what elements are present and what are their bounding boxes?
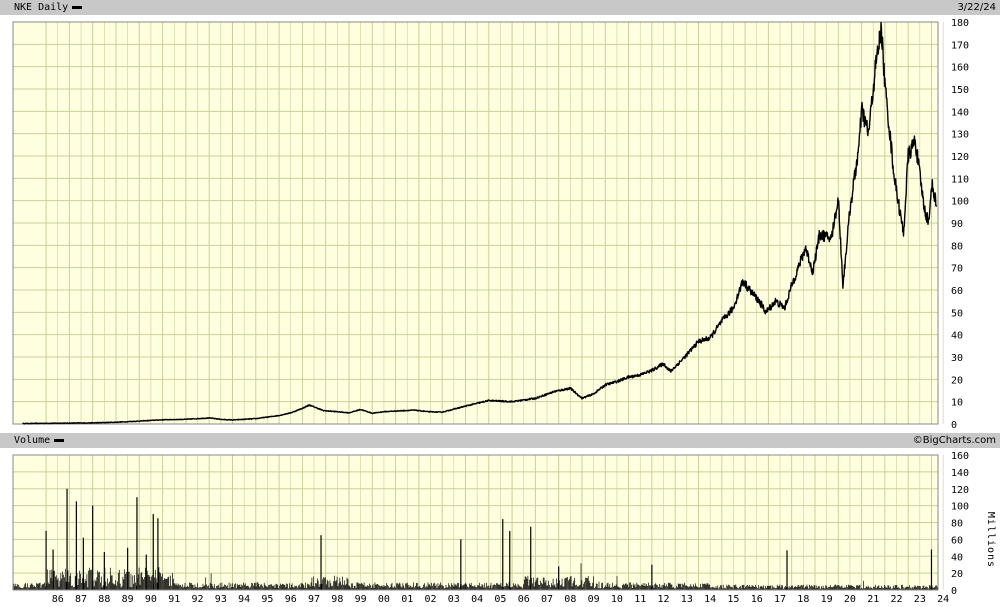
price-y-tick-label: 60 (951, 286, 963, 297)
x-tick-label: 06 (518, 594, 530, 605)
x-tick-label: 11 (634, 594, 646, 605)
volume-y-tick-label: 20 (951, 569, 963, 580)
volume-title: Volume (14, 433, 65, 448)
x-tick-label: 10 (611, 594, 623, 605)
volume-y-axis-label: Millions (985, 512, 996, 568)
price-y-tick-label: 70 (951, 264, 963, 275)
x-tick-label: 98 (331, 594, 343, 605)
volume-y-tick-label: 60 (951, 535, 963, 546)
x-tick-label: 13 (681, 594, 693, 605)
volume-y-tick-label: 140 (951, 468, 969, 479)
price-header-bar: NKE Daily 3/22/24 (0, 0, 1000, 15)
price-y-tick-label: 80 (951, 241, 963, 252)
x-tick-label: 96 (285, 594, 297, 605)
price-title-text: NKE Daily (14, 2, 69, 13)
x-tick-label: 88 (98, 594, 110, 605)
x-tick-label: 01 (401, 594, 413, 605)
x-tick-label: 93 (215, 594, 227, 605)
x-tick-label: 94 (238, 594, 250, 605)
volume-header-bar: Volume ©BigCharts.com (0, 433, 1000, 448)
x-tick-label: 90 (145, 594, 157, 605)
x-tick-label: 24 (937, 594, 949, 605)
x-tick-label: 08 (564, 594, 576, 605)
x-tick-label: 17 (774, 594, 786, 605)
x-tick-label: 21 (867, 594, 879, 605)
x-tick-label: 00 (378, 594, 390, 605)
x-tick-label: 95 (261, 594, 273, 605)
x-tick-label: 18 (797, 594, 809, 605)
price-y-tick-label: 170 (951, 40, 969, 51)
price-y-tick-label: 120 (951, 152, 969, 163)
price-line (22, 21, 938, 425)
price-y-tick-label: 130 (951, 130, 969, 141)
x-tick-label: 20 (844, 594, 856, 605)
bigcharts-credit: ©BigCharts.com (912, 435, 996, 446)
x-tick-label: 89 (122, 594, 134, 605)
price-legend-swatch (72, 5, 83, 9)
x-tick-label: 02 (425, 594, 437, 605)
x-tick-label: 14 (704, 594, 716, 605)
price-plot-border (12, 21, 939, 425)
x-tick-label: 87 (75, 594, 87, 605)
x-tick-label: 03 (448, 594, 460, 605)
price-y-tick-label: 100 (951, 197, 969, 208)
price-y-tick-label: 0 (951, 420, 957, 431)
x-tick-label: 91 (168, 594, 180, 605)
x-tick-label: 22 (891, 594, 903, 605)
x-tick-label: 99 (355, 594, 367, 605)
x-tick-label: 86 (52, 594, 64, 605)
x-tick-label: 16 (751, 594, 763, 605)
price-title: NKE Daily (14, 0, 83, 15)
volume-y-tick-label: 80 (951, 519, 963, 530)
x-tick-label: 97 (308, 594, 320, 605)
volume-title-text: Volume (14, 435, 51, 446)
x-tick-label: 19 (821, 594, 833, 605)
volume-y-tick-label: 120 (951, 485, 969, 496)
chart-date: 3/22/24 (957, 2, 996, 13)
x-tick-label: 12 (658, 594, 670, 605)
x-tick-label: 15 (727, 594, 739, 605)
volume-plot-border (12, 454, 939, 591)
x-tick-label: 92 (192, 594, 204, 605)
volume-y-tick-label: 40 (951, 552, 963, 563)
price-y-tick-label: 90 (951, 219, 963, 230)
price-y-tick-label: 20 (951, 375, 963, 386)
price-panel: 0 10 20 30 40 50 60 70 80 90 100 110 120 130 140 150 160… (12, 18, 969, 431)
x-tick-label: 23 (914, 594, 926, 605)
x-tick-label: 09 (588, 594, 600, 605)
price-y-tick-label: 110 (951, 174, 969, 185)
volume-y-tick-label: 160 (951, 451, 969, 462)
price-y-tick-label: 10 (951, 398, 963, 409)
volume-legend-swatch (54, 438, 65, 442)
volume-bars (13, 563, 938, 590)
price-y-tick-label: 40 (951, 331, 963, 342)
volume-y-tick-label: 0 (951, 586, 957, 597)
price-y-tick-label: 150 (951, 85, 969, 96)
price-y-tick-label: 30 (951, 353, 963, 364)
price-y-tick-label: 180 (951, 18, 969, 29)
x-tick-label: 07 (541, 594, 553, 605)
volume-y-tick-label: 100 (951, 502, 969, 513)
price-y-tick-label: 160 (951, 63, 969, 74)
x-tick-label: 04 (471, 594, 483, 605)
price-y-tick-label: 140 (951, 107, 969, 118)
price-y-tick-label: 50 (951, 308, 963, 319)
x-tick-label: 05 (494, 594, 506, 605)
